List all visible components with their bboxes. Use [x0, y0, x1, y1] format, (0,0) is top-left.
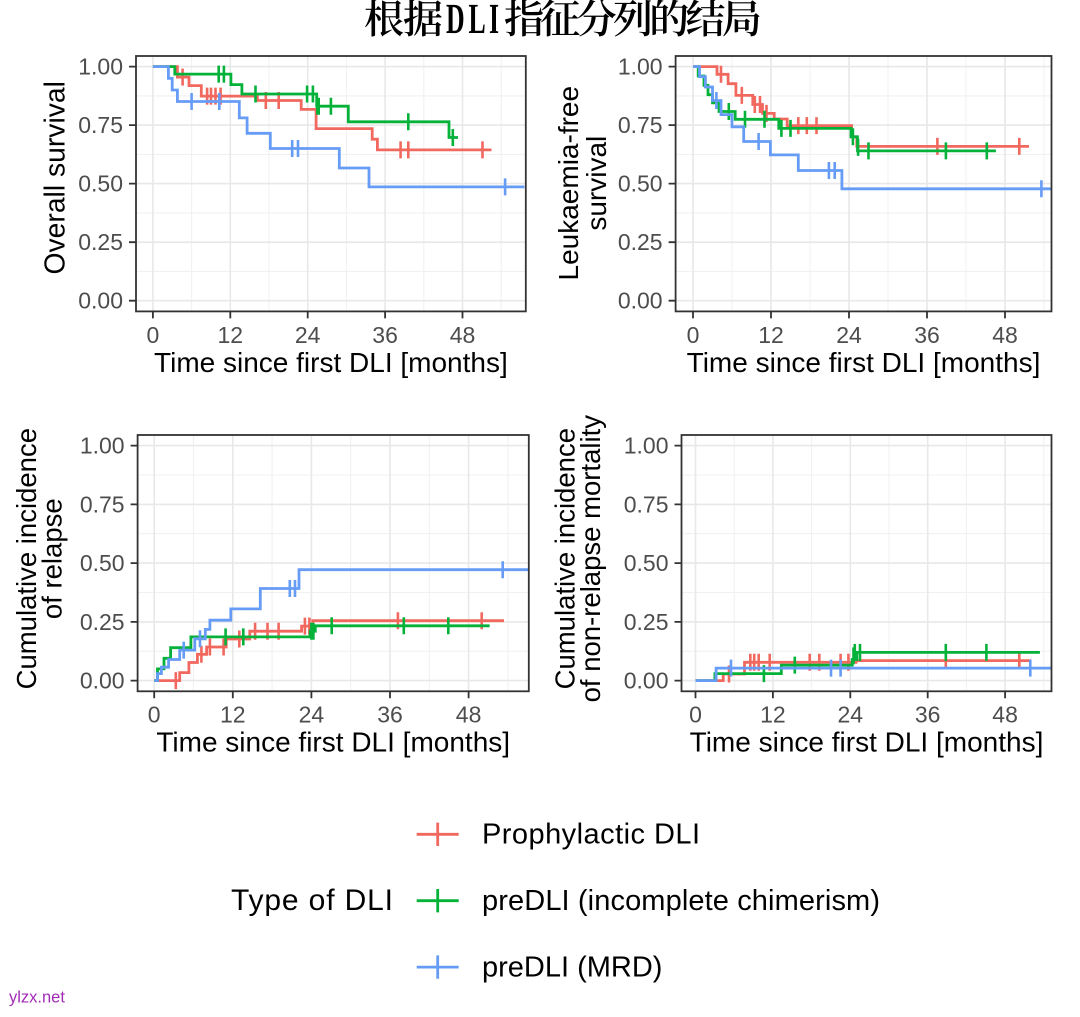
svg-text:0: 0 — [148, 702, 161, 728]
svg-text:1.00: 1.00 — [618, 54, 663, 80]
svg-text:0.25: 0.25 — [78, 229, 123, 255]
svg-text:0.50: 0.50 — [624, 550, 669, 576]
svg-text:48: 48 — [992, 322, 1018, 348]
svg-text:0.00: 0.00 — [78, 288, 123, 314]
svg-text:0.50: 0.50 — [80, 550, 125, 576]
svg-text:24: 24 — [295, 322, 321, 348]
svg-text:survival: survival — [581, 136, 612, 231]
svg-text:0: 0 — [689, 702, 702, 728]
svg-text:0: 0 — [687, 322, 700, 348]
svg-text:0.00: 0.00 — [624, 668, 669, 694]
svg-text:1.00: 1.00 — [624, 433, 669, 459]
svg-text:12: 12 — [758, 322, 784, 348]
svg-text:Overall survival: Overall survival — [38, 81, 70, 274]
svg-text:1.00: 1.00 — [78, 54, 123, 80]
svg-text:36: 36 — [377, 702, 403, 728]
svg-text:Time since first DLI [months]: Time since first DLI [months] — [154, 347, 508, 378]
svg-text:0.00: 0.00 — [618, 288, 663, 314]
svg-text:12: 12 — [760, 702, 786, 728]
svg-text:Leukaemia-free: Leukaemia-free — [553, 86, 584, 281]
svg-text:0.25: 0.25 — [624, 609, 669, 635]
svg-text:ylzx.net: ylzx.net — [9, 989, 65, 1007]
svg-text:0.75: 0.75 — [78, 112, 123, 138]
svg-text:48: 48 — [450, 322, 476, 348]
svg-text:0.25: 0.25 — [618, 229, 663, 255]
svg-text:0.00: 0.00 — [80, 668, 125, 694]
svg-text:Type of DLI: Type of DLI — [231, 884, 393, 917]
svg-text:preDLI (MRD): preDLI (MRD) — [482, 951, 662, 983]
svg-text:36: 36 — [372, 322, 398, 348]
svg-text:12: 12 — [220, 702, 246, 728]
svg-text:0.25: 0.25 — [80, 609, 125, 635]
svg-text:Cumulative incidence: Cumulative incidence — [549, 428, 580, 689]
svg-text:of non-relapse mortality: of non-relapse mortality — [575, 415, 606, 703]
svg-text:preDLI (incomplete chimerism): preDLI (incomplete chimerism) — [482, 885, 880, 917]
svg-text:48: 48 — [456, 702, 482, 728]
svg-text:24: 24 — [299, 702, 325, 728]
svg-text:Time since first DLI [months]: Time since first DLI [months] — [687, 347, 1041, 378]
svg-text:12: 12 — [218, 322, 244, 348]
svg-text:0: 0 — [147, 322, 160, 348]
svg-text:24: 24 — [836, 322, 862, 348]
svg-text:1.00: 1.00 — [80, 433, 125, 459]
svg-text:0.75: 0.75 — [80, 491, 125, 517]
svg-text:Time since first DLI [months]: Time since first DLI [months] — [690, 727, 1044, 758]
svg-text:24: 24 — [838, 702, 864, 728]
svg-text:Time since first DLI [months]: Time since first DLI [months] — [156, 727, 510, 758]
svg-text:0.75: 0.75 — [618, 112, 663, 138]
svg-text:of relapse: of relapse — [37, 498, 68, 619]
svg-text:0.75: 0.75 — [624, 491, 669, 517]
svg-text:Cumulative incidence: Cumulative incidence — [11, 428, 42, 689]
svg-text:0.50: 0.50 — [78, 171, 123, 197]
svg-text:36: 36 — [915, 702, 941, 728]
svg-text:Prophylactic DLI: Prophylactic DLI — [482, 819, 700, 851]
svg-text:0.50: 0.50 — [618, 171, 663, 197]
svg-text:36: 36 — [914, 322, 940, 348]
svg-text:48: 48 — [992, 702, 1018, 728]
